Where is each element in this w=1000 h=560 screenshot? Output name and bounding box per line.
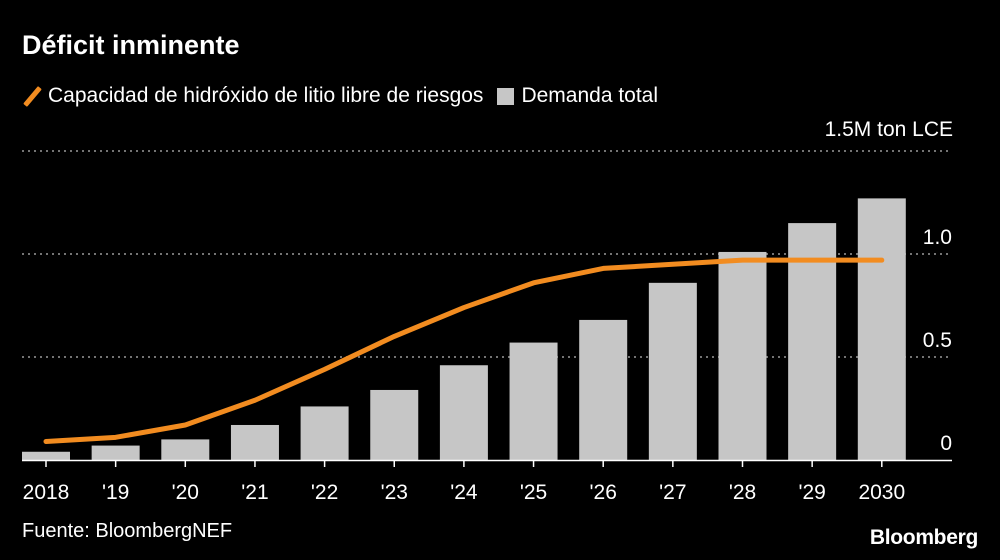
demand-bar [22, 451, 70, 460]
y-axis-ticks: 0 0.5 1.0 [923, 226, 952, 455]
demand-bar [370, 389, 419, 460]
x-tick-label: '28 [729, 481, 756, 504]
legend: Capacidad de hidróxido de litio libre de… [22, 84, 672, 108]
chart-title: Déficit inminente [22, 30, 240, 60]
x-tick-label: '29 [798, 481, 825, 504]
legend-label-demand: Demanda total [521, 84, 659, 107]
legend-label-capacity: Capacidad de hidróxido de litio libre de… [48, 84, 484, 107]
x-tick-label: '21 [241, 481, 268, 504]
y-tick-label: 1.0 [923, 226, 952, 249]
y-axis-unit-label: 1.5M ton LCE [824, 118, 953, 141]
legend-bar-swatch [497, 87, 515, 105]
x-tick-label: '25 [520, 481, 547, 504]
x-tick-label: '19 [102, 481, 129, 504]
x-tick-label: '20 [172, 481, 199, 504]
legend-item-demand: Demanda total [497, 84, 658, 108]
demand-bar [161, 439, 210, 460]
demand-bar [648, 282, 697, 460]
demand-bar [300, 406, 349, 460]
demand-bar [718, 251, 767, 460]
y-tick-label: 0.5 [923, 329, 952, 352]
demand-bar [509, 342, 558, 460]
demand-bar [579, 319, 628, 460]
x-tick-label: '24 [450, 481, 478, 504]
x-tick-label: '22 [311, 481, 338, 504]
demand-bar [91, 445, 140, 460]
source-note: Fuente: BloombergNEF [22, 520, 233, 542]
capacity-line [43, 257, 885, 444]
demand-bars [22, 198, 906, 460]
x-axis: 2018 '19 '20 '21 '22 '23 '24 '25 '26 '27 '28 '29 203… [22, 459, 952, 504]
x-tick-label: '23 [381, 481, 408, 504]
capacity-line-layer [43, 257, 885, 444]
demand-bar [439, 365, 488, 460]
demand-bar [230, 424, 279, 460]
x-tick-label: 2030 [858, 481, 905, 504]
x-tick-label: '26 [590, 481, 617, 504]
bloomberg-logo: Bloomberg [869, 526, 978, 549]
y-tick-label: 0 [940, 432, 952, 455]
x-tick-label: 2018 [23, 481, 70, 504]
demand-bar [857, 198, 906, 460]
x-tick-label: '27 [659, 481, 686, 504]
legend-item-capacity: Capacidad de hidróxido de litio libre de… [22, 84, 483, 108]
